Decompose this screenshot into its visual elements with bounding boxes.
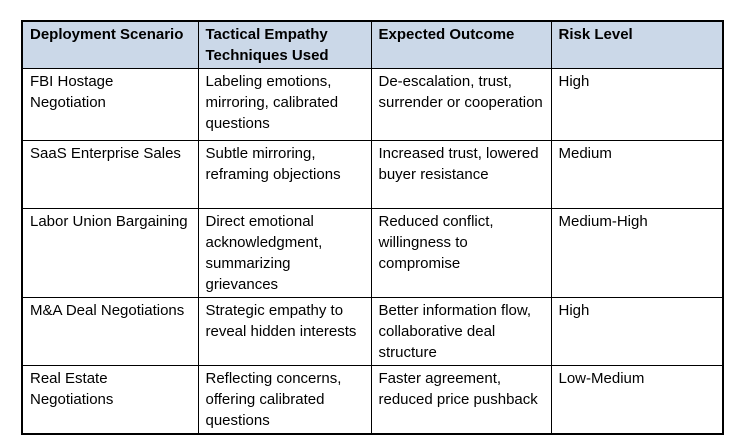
cell-risk: High — [550, 297, 724, 366]
cell-outcome: Better information flow, collaborative d… — [370, 297, 552, 366]
cell-outcome: Increased trust, lowered buyer resistanc… — [370, 140, 552, 209]
header-row: Deployment Scenario Tactical Empathy Tec… — [21, 20, 724, 69]
cell-techniques: Subtle mirroring, reframing objections — [197, 140, 372, 209]
cell-risk: Medium-High — [550, 208, 724, 298]
table-row: FBI Hostage Negotiation Labeling emotion… — [21, 68, 724, 141]
cell-scenario: Real Estate Negotiations — [21, 365, 199, 435]
column-header-expected-outcome: Expected Outcome — [370, 20, 552, 69]
cell-techniques: Labeling emotions, mirroring, calibrated… — [197, 68, 372, 141]
column-header-tactical-empathy: Tactical Empathy Techniques Used — [197, 20, 372, 69]
empathy-techniques-table: Deployment Scenario Tactical Empathy Tec… — [21, 20, 724, 435]
cell-scenario: SaaS Enterprise Sales — [21, 140, 199, 209]
cell-risk: Low-Medium — [550, 365, 724, 435]
table-row: SaaS Enterprise Sales Subtle mirroring, … — [21, 140, 724, 209]
cell-outcome: De-escalation, trust, surrender or coope… — [370, 68, 552, 141]
cell-scenario: M&A Deal Negotiations — [21, 297, 199, 366]
table-row: M&A Deal Negotiations Strategic empathy … — [21, 297, 724, 366]
cell-scenario: Labor Union Bargaining — [21, 208, 199, 298]
cell-techniques: Reflecting concerns, offering calibrated… — [197, 365, 372, 435]
cell-outcome: Faster agreement, reduced price pushback — [370, 365, 552, 435]
column-header-deployment-scenario: Deployment Scenario — [21, 20, 199, 69]
cell-scenario: FBI Hostage Negotiation — [21, 68, 199, 141]
cell-risk: Medium — [550, 140, 724, 209]
column-header-risk-level: Risk Level — [550, 20, 724, 69]
cell-techniques: Strategic empathy to reveal hidden inter… — [197, 297, 372, 366]
cell-techniques: Direct emotional acknowledgment, summari… — [197, 208, 372, 298]
table-row: Labor Union Bargaining Direct emotional … — [21, 208, 724, 298]
table-row: Real Estate Negotiations Reflecting conc… — [21, 365, 724, 435]
cell-risk: High — [550, 68, 724, 141]
cell-outcome: Reduced conflict, willingness to comprom… — [370, 208, 552, 298]
